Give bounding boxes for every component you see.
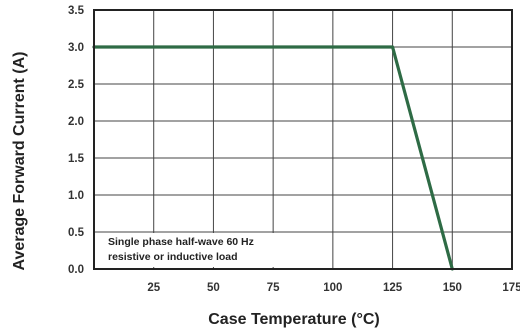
grid xyxy=(94,9,513,270)
y-tick-label: 3.5 xyxy=(68,5,85,17)
x-axis-label: Case Temperature (°C) xyxy=(208,311,379,328)
x-tick-label: 75 xyxy=(267,282,280,294)
x-tick-label: 25 xyxy=(147,282,160,294)
y-tick-labels: 0.0 0.5 1.0 1.5 2.0 2.5 3.0 3.5 xyxy=(68,5,85,276)
annotation: Single phase half-wave 60 Hz resistive o… xyxy=(104,233,324,267)
annotation-line-2: resistive or inductive load xyxy=(108,251,238,263)
series-line xyxy=(92,45,454,271)
y-axis-label: Average Forward Current (A) xyxy=(11,52,28,271)
annotation-background xyxy=(104,233,324,267)
y-tick-label: 3.0 xyxy=(68,42,84,54)
y-tick-label: 0.0 xyxy=(68,264,84,276)
x-tick-label: 50 xyxy=(207,282,220,294)
y-tick-label: 2.5 xyxy=(68,79,85,91)
x-tick-label: 125 xyxy=(383,282,403,294)
x-tick-label: 150 xyxy=(443,282,462,294)
x-tick-label: 175 xyxy=(502,282,520,294)
plot-border xyxy=(93,9,513,270)
y-tick-label: 2.0 xyxy=(68,116,84,128)
series-layer xyxy=(92,45,454,271)
y-tick-label: 1.5 xyxy=(68,153,85,165)
x-tick-labels: 25 50 75 100 125 150 175 xyxy=(147,282,520,294)
x-tick-label: 100 xyxy=(323,282,342,294)
y-tick-label: 0.5 xyxy=(68,227,85,239)
annotation-line-1: Single phase half-wave 60 Hz xyxy=(108,236,254,248)
y-tick-label: 1.0 xyxy=(68,190,84,202)
plot-frame xyxy=(93,9,513,270)
